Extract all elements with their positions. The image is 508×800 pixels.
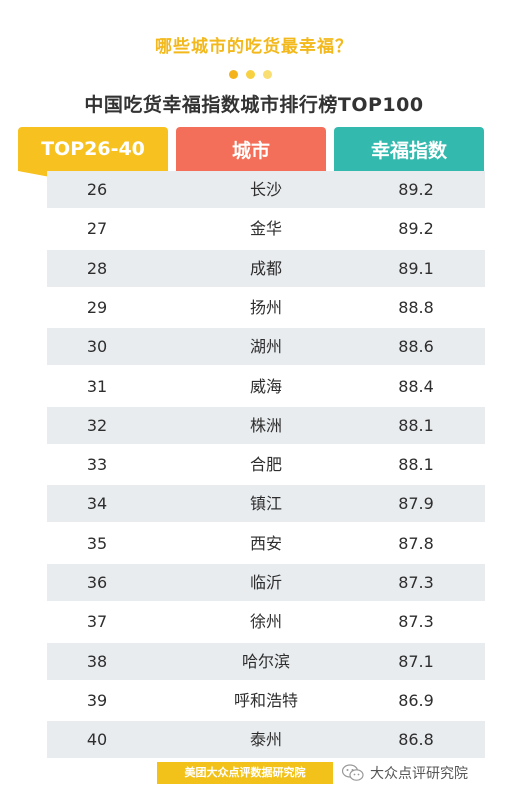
subtitle: 哪些城市的吃货最幸福？: [155, 37, 353, 57]
rank-cell: 40: [86, 730, 108, 750]
rank-cell: 31: [86, 376, 108, 396]
score-cell: 88.8: [398, 297, 434, 317]
rank-cell: 38: [86, 651, 108, 671]
table-row: 28 成都 89.1: [47, 249, 485, 287]
score-cell: 89.2: [398, 219, 434, 239]
score-cell: 87.8: [398, 533, 434, 553]
city-cell: 成都: [249, 258, 282, 278]
score-cell: 86.9: [398, 690, 434, 710]
rank-cell: 26: [86, 180, 108, 199]
score-cell: 88.1: [398, 455, 434, 475]
dot-3: [263, 70, 272, 79]
score-cell: 89.2: [398, 180, 434, 199]
header-rank-label: TOP26-40: [41, 138, 145, 160]
rank-cell: 28: [86, 258, 108, 278]
header-rank: TOP26-40: [18, 127, 168, 185]
table-row: 31 威海 88.4: [47, 368, 485, 405]
city-cell: 威海: [249, 376, 282, 396]
table-row: 37 徐州 87.3: [47, 603, 485, 640]
score-cell: 87.3: [398, 573, 434, 592]
city-cell: 湖州: [249, 337, 282, 357]
table-row: 34 镇江 87.9: [47, 485, 485, 523]
score-cell: 87.3: [398, 612, 434, 632]
table-row: 26 长沙 89.2: [47, 171, 485, 208]
rank-cell: 30: [86, 337, 108, 357]
header-score-label: 幸福指数: [370, 139, 447, 162]
city-cell: 泰州: [249, 730, 282, 750]
table-row: 27 金华 89.2: [47, 210, 485, 247]
score-cell: 87.9: [398, 494, 434, 514]
city-cell: 扬州: [249, 297, 282, 317]
city-cell: 金华: [249, 219, 282, 239]
rank-cell: 37: [86, 612, 108, 632]
rank-cell: 29: [86, 297, 108, 317]
header-city-label: 城市: [231, 139, 270, 162]
header-city: 城市: [176, 127, 326, 185]
city-cell: 合肥: [249, 455, 282, 475]
rank-cell: 36: [86, 573, 108, 592]
city-cell: 呼和浩特: [233, 690, 298, 710]
table-row: 39 呼和浩特 86.9: [47, 682, 485, 719]
table-row: 38 哈尔滨 87.1: [47, 642, 485, 680]
header-score: 幸福指数: [334, 127, 484, 185]
table-row: 35 西安 87.8: [47, 525, 485, 562]
score-cell: 88.6: [398, 337, 434, 357]
city-cell: 长沙: [249, 180, 282, 199]
city-cell: 西安: [249, 533, 282, 553]
city-cell: 临沂: [249, 573, 282, 592]
dot-1: [229, 70, 238, 79]
score-cell: 89.1: [398, 258, 434, 278]
watermark-text: 大众点评研究院: [370, 766, 468, 782]
rank-cell: 39: [86, 690, 108, 710]
table-row: 33 合肥 88.1: [47, 446, 485, 483]
footer-badge: 美团大众点评数据研究院: [157, 762, 333, 784]
city-cell: 镇江: [249, 494, 282, 514]
score-cell: 88.1: [398, 415, 434, 435]
table-row: 40 泰州 86.8: [47, 721, 485, 759]
city-cell: 哈尔滨: [241, 651, 290, 671]
table-row: 30 湖州 88.6: [47, 328, 485, 366]
score-cell: 88.4: [398, 376, 434, 396]
rank-cell: 32: [86, 415, 108, 435]
rank-cell: 35: [86, 533, 108, 553]
score-cell: 87.1: [398, 651, 434, 671]
rank-cell: 34: [86, 494, 108, 514]
watermark: 大众点评研究院: [342, 761, 468, 785]
score-cell: 86.8: [398, 730, 434, 750]
city-cell: 徐州: [249, 612, 282, 632]
table-row: 36 临沂 87.3: [47, 564, 485, 601]
city-cell: 株洲: [249, 415, 282, 435]
page-title: 中国吃货幸福指数城市排行榜TOP100: [84, 94, 424, 116]
wechat-icon: [342, 764, 364, 781]
table-row: 29 扬州 88.8: [47, 289, 485, 326]
rank-cell: 33: [86, 455, 108, 475]
dot-2: [246, 70, 255, 79]
table-row: 32 株洲 88.1: [47, 406, 485, 444]
rank-cell: 27: [86, 219, 108, 239]
